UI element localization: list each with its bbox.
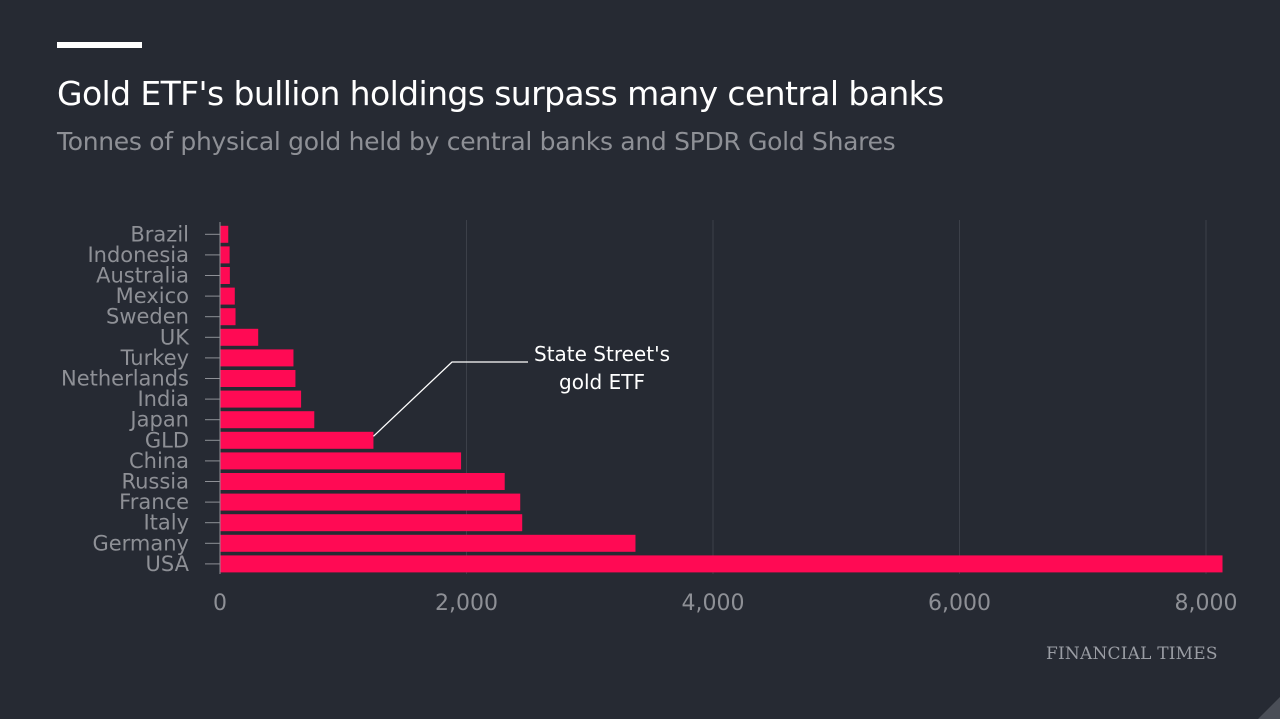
bar <box>220 452 462 470</box>
category-label: Russia <box>121 470 189 494</box>
category-label: Mexico <box>116 284 189 308</box>
category-label: UK <box>160 325 190 349</box>
category-label: Turkey <box>120 346 189 370</box>
bar <box>220 555 1223 573</box>
category-label: France <box>119 490 189 514</box>
x-tick-label: 6,000 <box>928 591 991 616</box>
header-rule <box>57 42 142 48</box>
x-tick-label: 4,000 <box>682 591 745 616</box>
category-label: Australia <box>96 264 189 288</box>
category-label: Sweden <box>106 305 189 329</box>
category-label: Netherlands <box>61 367 189 391</box>
category-label: USA <box>146 552 190 576</box>
bar <box>220 267 230 284</box>
bar <box>220 370 296 387</box>
bar <box>220 411 315 429</box>
bar <box>220 225 229 243</box>
x-tick-label: 8,000 <box>1175 591 1238 616</box>
category-label: China <box>129 449 189 473</box>
bar <box>220 246 230 264</box>
bar <box>220 493 521 511</box>
category-label: Germany <box>92 531 189 555</box>
category-label: India <box>137 387 189 411</box>
category-label: Indonesia <box>87 243 189 267</box>
annotation-text: State Street's <box>534 342 670 366</box>
source-logo: FINANCIAL TIMES <box>1046 644 1218 664</box>
bar <box>220 431 374 449</box>
category-label: Brazil <box>130 222 189 246</box>
category-label: GLD <box>145 428 189 452</box>
chart-subtitle: Tonnes of physical gold held by central … <box>57 127 896 156</box>
annotation-leader-line <box>372 361 528 437</box>
bar <box>220 328 259 346</box>
category-label: Italy <box>143 511 189 535</box>
bar <box>220 473 505 490</box>
bar <box>220 349 294 367</box>
bar <box>220 308 236 326</box>
x-tick-label: 0 <box>213 591 227 616</box>
annotation-text: gold ETF <box>559 370 645 394</box>
category-label: Japan <box>128 408 189 432</box>
chart-title: Gold ETF's bullion holdings surpass many… <box>57 74 944 113</box>
corner-fold-icon <box>1258 697 1280 719</box>
bar <box>220 534 636 552</box>
bar <box>220 390 302 408</box>
bar <box>220 287 235 305</box>
x-tick-label: 2,000 <box>435 591 498 616</box>
bar <box>220 514 523 532</box>
